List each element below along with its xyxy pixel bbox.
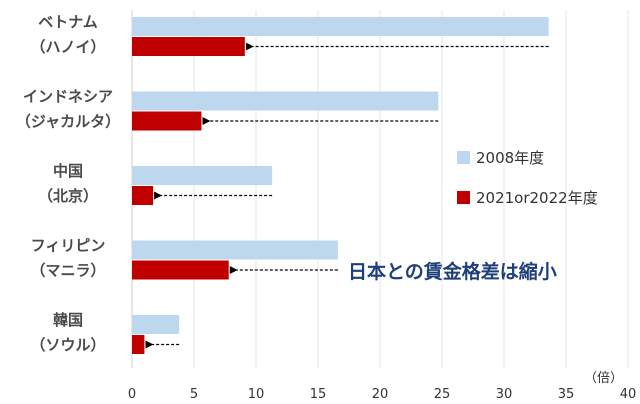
annotation-wage-gap: 日本との賃金格差は縮小 — [348, 260, 557, 283]
x-tick-label-20: 20 — [372, 387, 389, 402]
x-tick-label-30: 30 — [496, 387, 513, 402]
category-label-3-line2: （マニラ） — [30, 262, 105, 280]
x-tick-label-5: 5 — [190, 387, 198, 402]
arrows — [145, 42, 549, 349]
legend-swatch-2021or2022 — [457, 191, 470, 204]
bar-2021or2022-4 — [132, 335, 145, 354]
x-tick-label-0: 0 — [128, 387, 136, 402]
x-axis-unit: （倍） — [584, 371, 623, 386]
bar-2008-2 — [132, 166, 273, 185]
bar-2008-1 — [132, 91, 439, 111]
legend-label-2021or2022: 2021or2022年度 — [476, 189, 598, 207]
legend-label-2008: 2008年度 — [476, 149, 544, 167]
category-label-3-line1: フィリピン — [31, 237, 106, 255]
category-label-1-line1: インドネシア — [23, 88, 113, 106]
x-axis-ticks: 0 5 10 15 20 25 30 35 40 — [128, 387, 636, 402]
category-label-1-line2: （ジャカルタ） — [16, 113, 120, 131]
legend-swatch-2008 — [457, 151, 470, 164]
gridlines — [131, 10, 629, 368]
legend: 2008年度 2021or2022年度 — [457, 149, 598, 207]
bar-2021or2022-0 — [132, 37, 245, 56]
bar-2021or2022-3 — [132, 260, 229, 280]
bar-2008-3 — [132, 240, 338, 260]
bar-2008-0 — [132, 17, 549, 36]
bar-2021or2022-2 — [132, 186, 154, 205]
x-tick-label-25: 25 — [434, 387, 451, 402]
category-label-2-line2: （北京） — [38, 187, 98, 205]
x-tick-label-10: 10 — [248, 387, 265, 402]
bars — [132, 17, 549, 354]
category-label-4-line1: 韓国 — [53, 311, 83, 329]
bar-2021or2022-1 — [132, 111, 202, 131]
category-label-4-line2: （ソウル） — [30, 336, 105, 354]
x-tick-label-15: 15 — [310, 387, 327, 402]
x-tick-label-40: 40 — [620, 387, 637, 402]
category-labels: ベトナム （ハノイ） インドネシア （ジャカルタ） 中国 （北京） フィリピン （マニラ） 韓国… — [16, 13, 120, 354]
category-label-0-line2: （ハノイ） — [30, 38, 105, 56]
category-label-2-line1: 中国 — [53, 162, 83, 180]
x-tick-label-35: 35 — [558, 387, 575, 402]
bar-2008-4 — [132, 315, 180, 334]
category-label-0-line1: ベトナム — [38, 13, 98, 31]
